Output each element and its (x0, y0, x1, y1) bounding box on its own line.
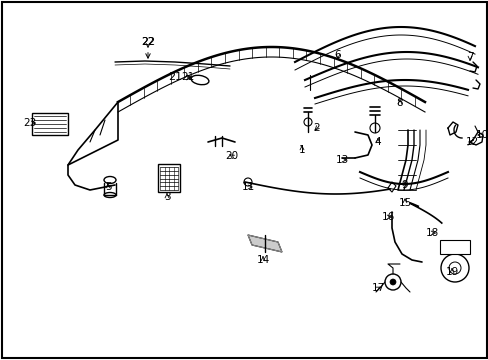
Text: 6: 6 (334, 50, 341, 60)
Text: 20: 20 (225, 151, 238, 161)
Bar (439, 240, 469, 254)
Bar (158, 164, 180, 192)
Text: 22: 22 (141, 37, 155, 58)
Text: 22: 22 (141, 37, 154, 47)
Text: 19: 19 (445, 267, 458, 277)
Text: 2: 2 (313, 123, 320, 133)
Text: 23: 23 (23, 118, 37, 128)
Text: 13: 13 (335, 155, 348, 165)
Text: 10: 10 (474, 130, 488, 140)
Text: 21: 21 (181, 72, 194, 82)
Text: 21: 21 (167, 72, 191, 82)
Text: 8: 8 (396, 98, 403, 108)
Text: 1: 1 (298, 145, 305, 155)
Text: 12: 12 (465, 137, 478, 147)
Text: 9: 9 (401, 180, 407, 190)
Polygon shape (247, 235, 282, 252)
Text: 7: 7 (466, 52, 472, 62)
Text: 16: 16 (381, 212, 394, 222)
Text: 4: 4 (374, 137, 381, 147)
Bar (32, 113, 68, 135)
Circle shape (389, 279, 395, 285)
Text: 3: 3 (163, 192, 170, 202)
Text: 18: 18 (425, 228, 438, 238)
Text: 15: 15 (398, 198, 411, 208)
Text: 11: 11 (241, 182, 254, 192)
Text: 14: 14 (256, 255, 269, 265)
Text: 17: 17 (370, 283, 384, 293)
Text: 5: 5 (104, 182, 111, 192)
